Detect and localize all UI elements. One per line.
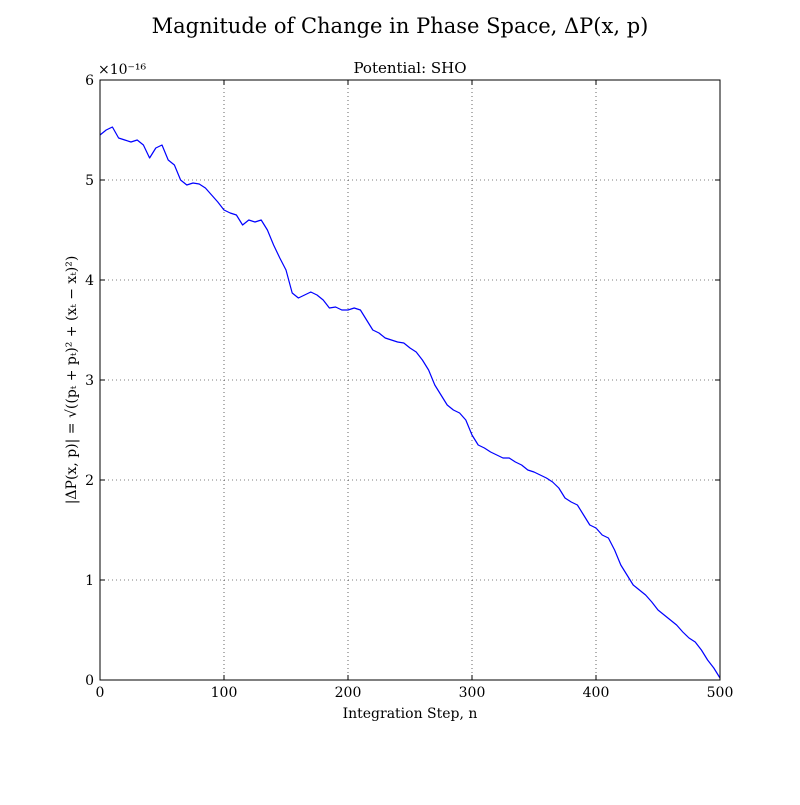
y-tick-label: 3 [85,373,94,389]
y-tick-label: 6 [85,73,94,89]
x-tick-label: 200 [335,685,362,701]
y-tick-label: 1 [85,573,94,589]
y-tick-label: 2 [85,473,94,489]
ticks: 0 100 200 300 400 500 0 1 2 3 4 5 6 [85,73,733,701]
series-layer [99,126,721,679]
x-tick-label: 400 [583,685,610,701]
figure-suptitle: Magnitude of Change in Phase Space, ΔP(x… [152,14,649,38]
y-axis-label: |ΔP(x, p)| = √((pₜ + pₜ)² + (xₜ − xₜ)²) [64,256,80,505]
x-tick-label: 500 [707,685,734,701]
grid-lines [100,80,720,680]
y-tick-label: 5 [85,173,94,189]
x-tick-label: 0 [96,685,105,701]
x-tick-label: 100 [211,685,238,701]
chart-title: Potential: SHO [353,59,466,77]
x-tick-label: 300 [459,685,486,701]
y-tick-label: 4 [85,273,94,289]
y-axis-multiplier: ×10⁻¹⁶ [98,62,147,78]
series-line [99,126,721,679]
y-tick-label: 0 [85,673,94,689]
x-axis-label: Integration Step, n [343,706,478,722]
